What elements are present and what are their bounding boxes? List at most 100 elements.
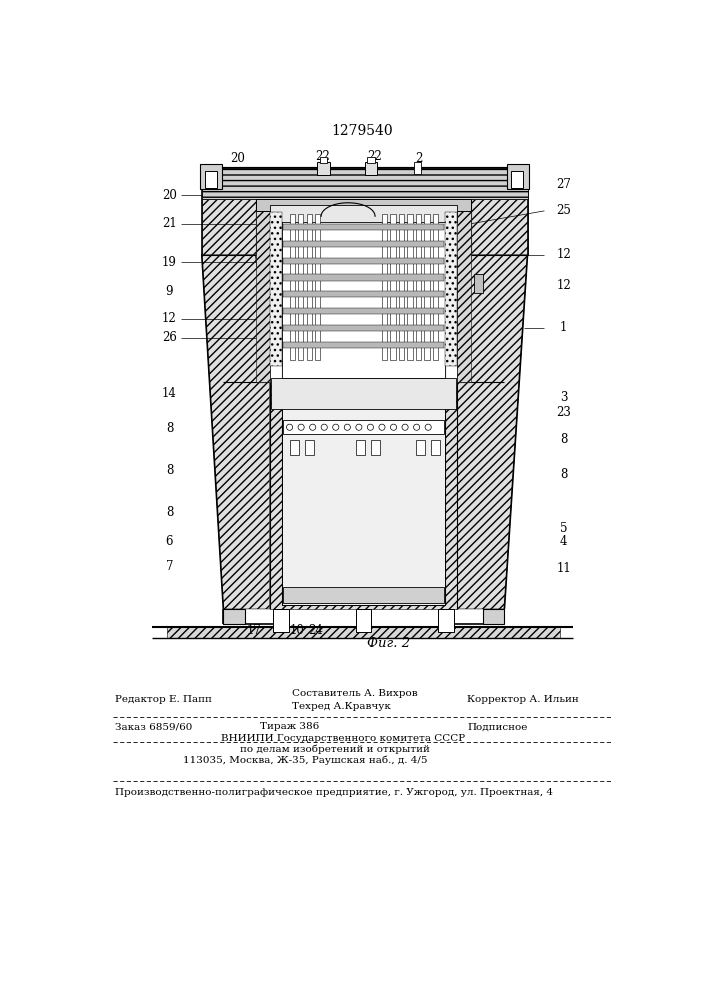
Text: 7: 7 <box>165 560 173 573</box>
Text: 8: 8 <box>560 433 568 446</box>
Text: Техред А.Кравчук: Техред А.Кравчук <box>292 702 391 711</box>
Text: 12: 12 <box>162 312 177 325</box>
Text: 20: 20 <box>162 189 177 202</box>
Text: Подписное: Подписное <box>467 722 528 731</box>
Bar <box>283 224 444 230</box>
Text: ВНИИПИ Государственного комитета СССР: ВНИИПИ Государственного комитета СССР <box>221 734 465 743</box>
Bar <box>510 171 523 188</box>
Text: 9: 9 <box>165 285 173 298</box>
Text: 11: 11 <box>556 562 571 575</box>
Text: 3: 3 <box>560 391 568 404</box>
Bar <box>399 214 404 360</box>
Bar <box>223 609 245 624</box>
Bar <box>205 171 217 188</box>
Bar <box>320 157 327 163</box>
Text: 8: 8 <box>560 468 568 481</box>
Text: 12: 12 <box>556 248 571 261</box>
Bar <box>167 627 560 638</box>
Bar <box>290 214 295 360</box>
Bar <box>416 440 425 455</box>
Text: 4: 4 <box>560 535 568 548</box>
Text: Корректор А. Ильин: Корректор А. Ильин <box>467 695 579 704</box>
Bar <box>315 214 320 360</box>
Text: по делам изобретений и открытий: по делам изобретений и открытий <box>240 744 430 754</box>
Bar <box>305 440 314 455</box>
Bar <box>284 420 443 434</box>
Bar <box>508 164 529 189</box>
Bar <box>283 258 444 264</box>
Bar <box>433 214 438 360</box>
Bar <box>356 440 365 455</box>
Bar <box>271 378 456 409</box>
Bar <box>356 609 371 632</box>
Text: 17: 17 <box>247 624 262 637</box>
Bar <box>282 212 445 378</box>
Text: 23: 23 <box>556 406 571 419</box>
Bar <box>483 609 504 624</box>
Polygon shape <box>445 212 457 366</box>
Polygon shape <box>201 199 256 255</box>
Bar <box>282 378 445 605</box>
Bar <box>283 325 444 331</box>
Text: 8: 8 <box>165 506 173 519</box>
Text: 24: 24 <box>308 624 323 637</box>
Bar <box>382 214 387 360</box>
Text: 21: 21 <box>162 217 177 230</box>
Text: 113035, Москва, Ж-35, Раушская наб., д. 4/5: 113035, Москва, Ж-35, Раушская наб., д. … <box>182 755 427 765</box>
Bar <box>201 168 527 199</box>
Bar <box>438 609 454 632</box>
Text: 8: 8 <box>165 464 173 477</box>
Text: Заказ 6859/60: Заказ 6859/60 <box>115 722 192 731</box>
Bar <box>283 274 444 281</box>
Polygon shape <box>269 386 457 609</box>
Text: 10: 10 <box>290 624 305 637</box>
Bar <box>390 214 396 360</box>
Bar <box>407 214 413 360</box>
Polygon shape <box>457 199 472 382</box>
Text: Фиг. 2: Фиг. 2 <box>368 637 411 650</box>
Bar <box>317 162 329 175</box>
Bar <box>256 199 472 211</box>
Text: 5: 5 <box>560 522 568 535</box>
Bar <box>307 214 312 360</box>
Text: 20: 20 <box>230 152 245 165</box>
Bar <box>371 440 380 455</box>
Bar <box>474 274 483 293</box>
Text: 22: 22 <box>315 150 330 163</box>
Text: 22: 22 <box>367 150 382 163</box>
Polygon shape <box>256 199 269 382</box>
Bar <box>283 291 444 297</box>
Bar <box>416 214 421 360</box>
Bar <box>290 440 299 455</box>
Text: 26: 26 <box>162 331 177 344</box>
Text: 1279540: 1279540 <box>331 124 393 138</box>
Bar <box>284 587 443 603</box>
Bar <box>283 308 444 314</box>
Text: 14: 14 <box>162 387 177 400</box>
Text: 2: 2 <box>415 152 423 165</box>
Text: 19: 19 <box>162 256 177 269</box>
Text: Редактор Е. Папп: Редактор Е. Папп <box>115 695 211 704</box>
Text: 25: 25 <box>556 204 571 217</box>
Bar <box>368 157 375 163</box>
Text: 1: 1 <box>560 321 568 334</box>
Bar <box>298 214 303 360</box>
Bar <box>274 609 288 632</box>
Text: 6: 6 <box>165 535 173 548</box>
Polygon shape <box>201 255 269 609</box>
Polygon shape <box>269 212 282 366</box>
Bar <box>283 241 444 247</box>
Bar <box>431 440 440 455</box>
Bar <box>414 162 421 174</box>
Text: 8: 8 <box>165 422 173 434</box>
Text: Составитель А. Вихров: Составитель А. Вихров <box>292 689 418 698</box>
Bar <box>269 205 457 222</box>
Polygon shape <box>457 255 527 609</box>
Polygon shape <box>472 199 527 255</box>
Bar <box>283 342 444 348</box>
Bar <box>424 214 430 360</box>
Text: 27: 27 <box>556 178 571 191</box>
Bar <box>365 162 378 175</box>
Bar <box>200 164 222 189</box>
Text: Тираж 386: Тираж 386 <box>259 722 319 731</box>
